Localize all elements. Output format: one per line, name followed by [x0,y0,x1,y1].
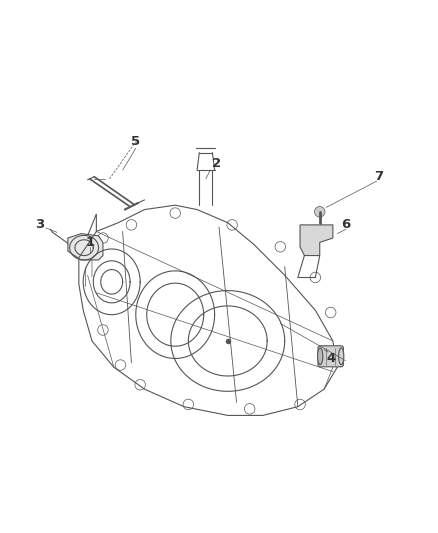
Ellipse shape [318,348,323,365]
Text: 2: 2 [212,157,221,170]
FancyBboxPatch shape [318,346,343,367]
Polygon shape [68,233,103,260]
Text: 5: 5 [131,135,140,148]
Text: 6: 6 [341,219,351,231]
Text: 1: 1 [85,236,94,249]
Circle shape [314,206,325,217]
Text: 7: 7 [374,170,383,183]
Ellipse shape [339,348,344,365]
Text: 3: 3 [35,219,44,231]
Polygon shape [300,225,333,255]
Text: 4: 4 [326,352,336,365]
